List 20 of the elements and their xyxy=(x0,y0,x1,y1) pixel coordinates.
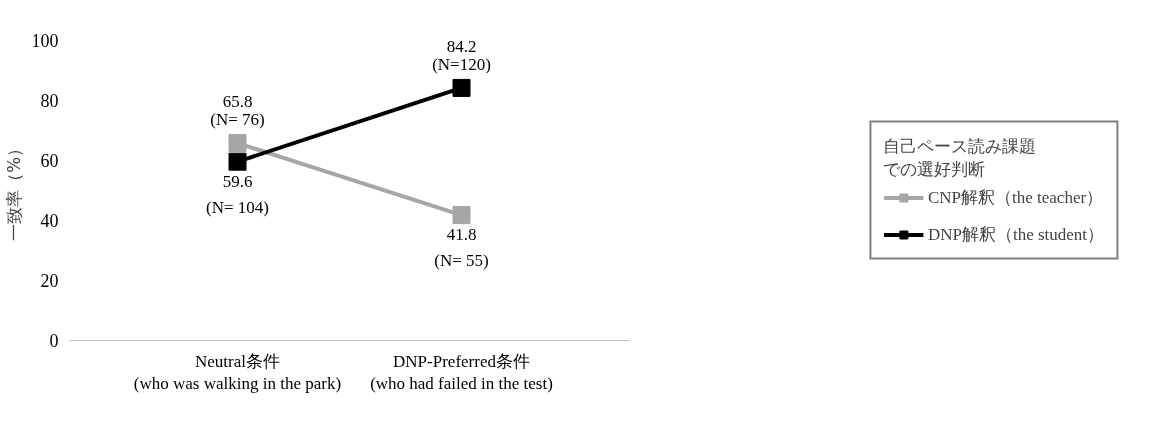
legend-title: 自己ペース読み課題での選好判断 xyxy=(882,134,1037,181)
y-tick-label: 0 xyxy=(49,331,59,351)
data-label: 41.8 (N= 55) xyxy=(434,225,489,271)
legend-label: CNP解釈（the teacher） xyxy=(927,186,1104,209)
y-tick-label: 80 xyxy=(40,91,59,111)
y-tick-label: 60 xyxy=(40,151,59,171)
y-tick-label: 40 xyxy=(40,211,59,231)
y-tick-label: 100 xyxy=(31,31,59,51)
data-label: 65.8 (N= 76) xyxy=(210,92,265,130)
y-axis-title: 一致率（%） xyxy=(3,139,24,242)
data-label: 84.2 (N=120) xyxy=(432,36,491,74)
y-tick-label: 20 xyxy=(40,271,59,291)
x-tick-label: DNP-Preferred条件 (who had failed in the test) xyxy=(370,351,553,394)
point xyxy=(228,152,247,171)
point xyxy=(452,78,471,97)
point xyxy=(452,206,471,225)
data-label: 59.6 (N= 104) xyxy=(206,171,269,217)
legend-label: DNP解釈（the student） xyxy=(927,223,1105,246)
x-tick-label: Neutral条件 (who was walking in the park) xyxy=(133,351,342,394)
point xyxy=(228,134,247,153)
